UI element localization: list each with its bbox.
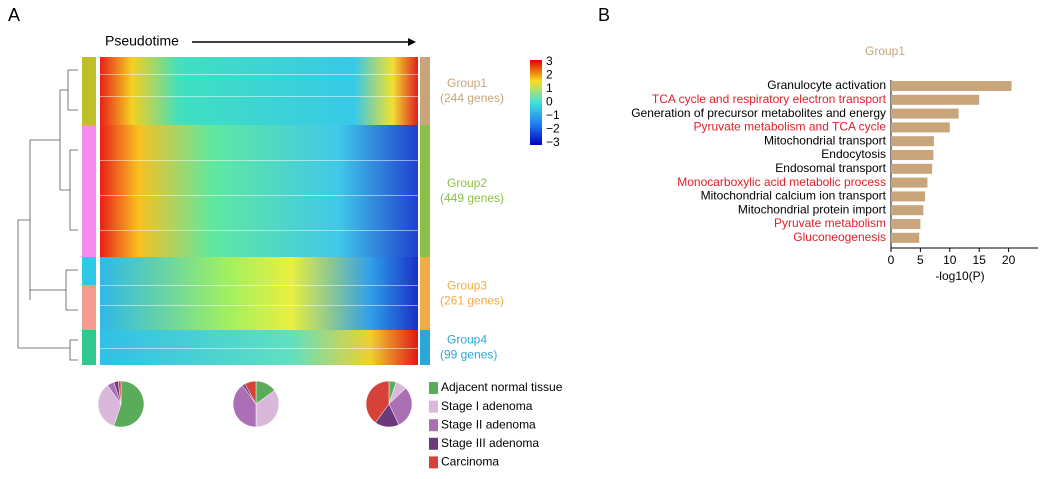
legend-swatch (429, 400, 438, 413)
colorbar-tick-label: −1 (546, 108, 560, 122)
colorbar-tick-label: 2 (546, 68, 553, 82)
x-axis-label: -log10(P) (935, 269, 984, 283)
bar (891, 205, 924, 216)
bar (891, 177, 928, 188)
colorbar-tick-label: 0 (546, 95, 553, 109)
group-genes: (99 genes) (440, 348, 497, 362)
bar (891, 94, 980, 105)
legend-label: Carcinoma (441, 455, 499, 469)
bar (891, 219, 921, 229)
pie-slice (113, 380, 145, 428)
group-genes: (261 genes) (440, 294, 504, 308)
legend-label: Stage II adenoma (441, 417, 536, 431)
pie-slice (365, 380, 390, 423)
legend-swatch (429, 382, 438, 394)
legend-label: Stage III adenoma (441, 436, 539, 450)
colorbar-tick-label: −3 (546, 135, 560, 149)
panel-label: B (598, 5, 610, 25)
legend-label: Stage I adenoma (441, 399, 533, 413)
pie-slice (232, 385, 257, 428)
pie-slice (97, 385, 122, 427)
legend-swatch (429, 437, 438, 450)
colorbar-tick-label: 3 (546, 54, 553, 68)
group-name: Group1 (447, 76, 487, 90)
panel-label: A (8, 5, 20, 25)
x-tick-label: 0 (888, 253, 895, 267)
category-label: Endocytosis (821, 147, 886, 161)
x-tick-label: 10 (943, 253, 957, 267)
group-bar (420, 125, 430, 257)
category-label: Mitochondrial protein import (738, 202, 887, 216)
group-name: Group4 (447, 333, 487, 347)
heatmap-block (100, 330, 418, 365)
category-label: Endosomal transport (775, 161, 886, 175)
bar (891, 81, 1012, 91)
category-label: Monocarboxylic acid metabolic process (677, 175, 886, 189)
bar (891, 136, 934, 147)
pie-slice (244, 380, 257, 405)
legend-swatch (429, 419, 438, 432)
pie-slice (117, 380, 122, 405)
heatmap-block (100, 125, 418, 257)
cluster-bar (82, 57, 96, 125)
group-name: Group3 (447, 279, 487, 293)
category-label: Generation of precursor metabolites and … (631, 106, 886, 120)
cluster-bar (82, 285, 96, 330)
x-axis-label: Pseudotime (105, 33, 179, 49)
legend-swatch (429, 456, 438, 469)
category-label: Pyruvate metabolism and TCA cycle (693, 120, 886, 134)
colorbar-tick-label: 1 (546, 81, 553, 95)
bar (891, 191, 926, 202)
legend-label: Adjacent normal tissue (441, 380, 563, 394)
group-bar (420, 330, 430, 365)
bar (891, 163, 933, 174)
bar (891, 122, 950, 133)
x-tick-label: 15 (973, 253, 987, 267)
group-name: Group2 (447, 176, 487, 190)
heatmap-block (100, 57, 418, 125)
category-label: Gluconeogenesis (793, 230, 886, 244)
cluster-bar (82, 330, 96, 365)
cluster-bar (82, 125, 96, 257)
x-tick-label: 20 (1002, 253, 1016, 267)
x-tick-label: 5 (917, 253, 924, 267)
category-label: Mitochondrial calcium ion transport (701, 189, 887, 203)
dendrogram (17, 69, 78, 361)
category-label: Mitochondrial transport (764, 133, 887, 147)
arrow-head (408, 38, 416, 46)
heatmap-block (100, 257, 418, 330)
chart-title: Group1 (865, 44, 905, 58)
category-label: TCA cycle and respiratory electron trans… (652, 92, 887, 106)
bar (891, 150, 934, 160)
colorbar (530, 60, 542, 145)
heatmap-texture (100, 74, 418, 349)
category-label: Pyruvate metabolism (774, 216, 886, 230)
group-bar (420, 57, 430, 125)
group-bar (420, 257, 430, 330)
group-genes: (244 genes) (440, 91, 504, 105)
colorbar-tick-label: −2 (546, 122, 560, 136)
group-genes: (449 genes) (440, 191, 504, 205)
bar (891, 232, 920, 243)
pie-slice (255, 390, 280, 428)
cluster-bar (82, 257, 96, 285)
bar (891, 108, 959, 119)
category-label: Granulocyte activation (767, 78, 886, 92)
